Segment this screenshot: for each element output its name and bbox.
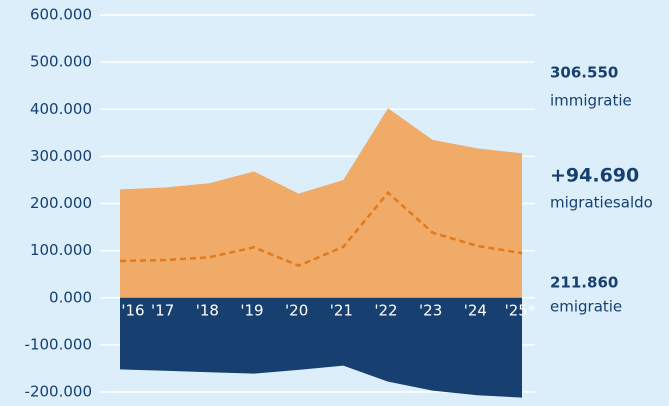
x-tick-label: '20 (285, 301, 308, 319)
y-tick-label: -200.000 (25, 383, 92, 401)
y-tick-label: 200.000 (30, 194, 92, 212)
annotation-text: migratiesaldo (550, 194, 653, 212)
annotation-value: 306.550 (550, 64, 618, 82)
annotation-text: emigratie (550, 298, 622, 316)
annotation-value: +94.690 (550, 165, 639, 187)
x-tick-label: '16 (121, 301, 144, 319)
x-tick-label: '25* (505, 301, 536, 319)
annotation-value: 211.860 (550, 274, 618, 292)
y-tick-label: 400.000 (30, 100, 92, 118)
saldo-line (119, 190, 523, 268)
area (120, 108, 522, 298)
x-tick-label: '22 (374, 301, 397, 319)
x-tick-label: '17 (151, 301, 174, 319)
y-tick-label: -100.000 (25, 335, 92, 353)
x-tick-label: '19 (240, 301, 263, 319)
x-tick-label: '21 (330, 301, 353, 319)
y-tick-label: 100.000 (30, 241, 92, 259)
y-tick-label: 500.000 (30, 53, 92, 71)
y-tick-label: 600.000 (30, 6, 92, 24)
x-tick-label: '18 (196, 301, 219, 319)
annotation-text: immigratie (550, 92, 632, 110)
y-tick-label: 300.000 (30, 147, 92, 165)
area (120, 297, 522, 398)
x-tick-label: '24 (464, 301, 487, 319)
x-tick-label: '23 (419, 301, 442, 319)
y-tick-label: 0.000 (49, 288, 92, 306)
